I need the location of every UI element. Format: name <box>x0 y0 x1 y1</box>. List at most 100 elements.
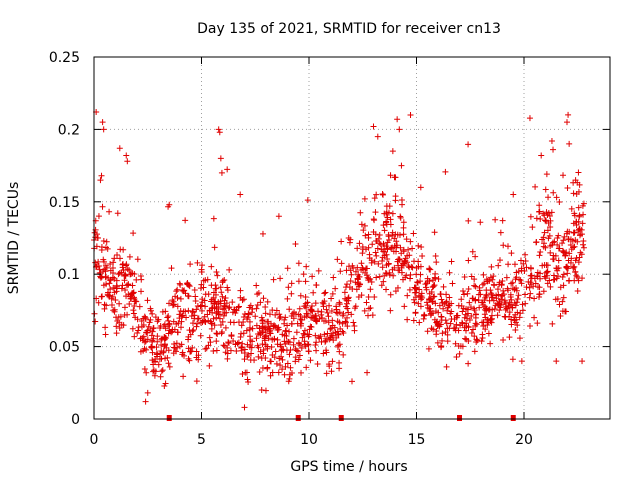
data-point <box>559 273 566 280</box>
data-point <box>440 305 447 312</box>
data-point <box>512 311 519 318</box>
data-point <box>304 341 311 348</box>
data-point <box>116 324 123 331</box>
data-point <box>193 378 200 385</box>
data-point <box>245 310 252 317</box>
data-point <box>314 360 321 367</box>
data-point <box>411 299 418 306</box>
data-point <box>183 314 190 321</box>
data-point <box>208 320 215 327</box>
data-point <box>341 289 348 296</box>
data-point <box>277 313 284 320</box>
data-point <box>328 332 335 339</box>
data-point <box>400 276 407 283</box>
data-point <box>292 241 299 248</box>
data-point <box>461 324 468 331</box>
data-point <box>527 213 534 220</box>
data-point <box>322 317 329 324</box>
data-point <box>580 211 587 218</box>
data-point <box>464 310 471 317</box>
data-point <box>375 235 382 242</box>
data-point <box>515 268 522 275</box>
data-point <box>532 280 539 287</box>
data-point <box>107 286 114 293</box>
data-point <box>95 299 102 306</box>
data-point <box>526 115 533 122</box>
data-point <box>550 256 557 263</box>
data-point <box>224 355 231 362</box>
y-tick-label: 0.05 <box>49 340 80 356</box>
data-point <box>155 361 162 368</box>
data-point <box>298 317 305 324</box>
data-point <box>259 341 266 348</box>
data-point <box>493 292 500 299</box>
data-point <box>383 262 390 269</box>
data-point <box>437 291 444 298</box>
data-point <box>483 305 490 312</box>
data-point <box>148 344 155 351</box>
data-point <box>326 302 333 309</box>
data-point <box>550 272 557 279</box>
data-point <box>469 248 476 255</box>
data-point <box>199 296 206 303</box>
data-point <box>560 172 567 179</box>
data-point <box>257 299 264 306</box>
data-point <box>386 203 393 210</box>
data-point <box>130 230 137 237</box>
data-point <box>134 316 141 323</box>
data-point <box>219 318 226 325</box>
data-point <box>164 314 171 321</box>
data-point <box>93 243 100 250</box>
data-point <box>556 198 563 205</box>
data-point <box>335 331 342 338</box>
data-point <box>454 312 461 319</box>
data-point <box>393 244 400 251</box>
data-point <box>379 254 386 261</box>
data-point <box>431 274 438 281</box>
data-point <box>153 344 160 351</box>
data-points <box>91 109 587 411</box>
data-point <box>227 347 234 354</box>
data-point <box>442 328 449 335</box>
data-point <box>466 299 473 306</box>
data-point <box>371 294 378 301</box>
data-point <box>198 307 205 314</box>
data-point <box>193 306 200 313</box>
data-point <box>138 323 145 330</box>
data-point <box>93 263 100 270</box>
data-point <box>488 291 495 298</box>
data-point <box>130 307 137 314</box>
data-point <box>458 296 465 303</box>
data-point <box>213 338 220 345</box>
data-point <box>577 231 584 238</box>
data-point <box>360 227 367 234</box>
data-point <box>564 228 571 235</box>
data-point <box>393 238 400 245</box>
data-point <box>322 337 329 344</box>
data-point <box>263 332 270 339</box>
data-point <box>565 257 572 264</box>
y-tick-label: 0.15 <box>49 195 80 211</box>
data-point <box>272 311 279 318</box>
data-point <box>459 319 466 326</box>
data-point <box>283 328 290 335</box>
data-point <box>369 241 376 248</box>
data-point <box>129 325 136 332</box>
data-point <box>548 137 555 144</box>
data-point <box>156 324 163 331</box>
data-point <box>225 305 232 312</box>
data-point <box>240 296 247 303</box>
data-point <box>468 312 475 319</box>
data-point <box>565 277 572 284</box>
data-point <box>433 331 440 338</box>
data-point <box>516 335 523 342</box>
data-point <box>575 204 582 211</box>
data-point <box>367 286 374 293</box>
data-point <box>329 322 336 329</box>
data-point <box>117 246 124 253</box>
data-point <box>315 267 322 274</box>
data-point <box>413 271 420 278</box>
data-point <box>273 360 280 367</box>
data-point <box>564 263 571 270</box>
data-point <box>217 155 224 162</box>
